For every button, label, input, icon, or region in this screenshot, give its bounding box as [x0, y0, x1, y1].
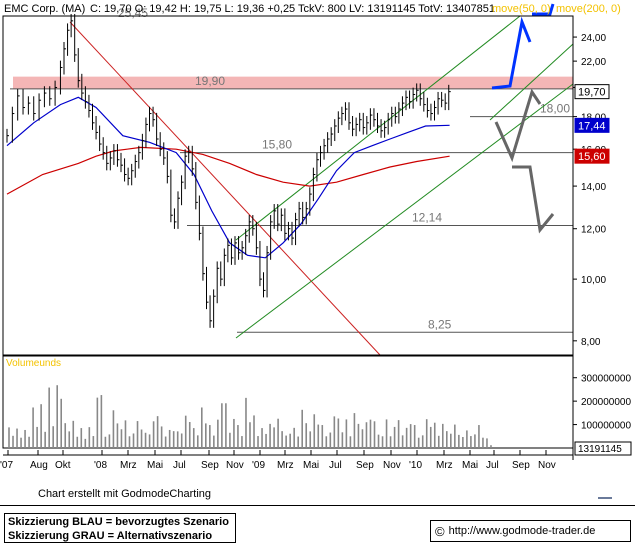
x-tick-label: Sep	[356, 460, 374, 471]
ma200-label: move(200, 0)	[556, 3, 621, 15]
ma50-label: move(50, 0)	[492, 3, 551, 15]
blue-scenario-arrow	[491, 16, 532, 90]
gray-scenario-arrow	[494, 88, 542, 163]
volume-tick-label: 200000000	[581, 397, 631, 408]
price-series	[6, 14, 451, 328]
level-label: 8,25	[428, 317, 452, 331]
price-tick-label: 22,00	[581, 57, 606, 68]
level-label: 15,80	[262, 138, 292, 152]
x-tick-label: Jul	[486, 460, 499, 471]
volume-panel-frame	[2, 355, 574, 449]
price-tick-label: 8,00	[581, 337, 601, 348]
url-box[interactable]: © http://www.godmode-trader.de	[430, 520, 631, 542]
level-label: 19,90	[195, 74, 225, 88]
x-tick-label: Nov	[383, 460, 401, 471]
resistance-band	[13, 76, 573, 89]
x-tick-label: Sep	[201, 460, 219, 471]
scenario-legend: Skizzierung BLAU = bevorzugtes Szenario …	[4, 513, 236, 543]
x-tick-label: Aug	[30, 460, 48, 471]
x-tick-label: '09	[252, 460, 265, 471]
gray-scenario-arrow-2	[512, 165, 555, 234]
last-value-close: 19,70	[578, 87, 606, 99]
last-value-box-close	[574, 84, 610, 100]
footer-credit: Chart erstellt mit GodmodeCharting	[38, 488, 212, 500]
last-value-ma50: 17,44	[578, 120, 606, 132]
volume-tick-label: 100000000	[581, 421, 631, 432]
footer-divider	[0, 505, 635, 506]
copyright-icon: ©	[435, 523, 445, 539]
level-label: 18,00	[540, 102, 570, 116]
price-tick-label: 10,00	[581, 275, 606, 286]
ma50-line	[6, 96, 450, 259]
blue-scenario-arrow-2	[532, 3, 555, 16]
volume-last-value: 13191145	[578, 444, 622, 455]
price-panel-frame	[2, 15, 574, 356]
volume-last-box	[574, 441, 632, 456]
chart-title: EMC Corp. (MA)	[4, 3, 85, 15]
channel-lower-line	[235, 83, 574, 339]
volume-label: Volumeunds	[6, 358, 61, 369]
x-tick-label: Mai	[147, 460, 163, 471]
volume-tick-label: 300000000	[581, 374, 631, 385]
scrollbar-mark	[598, 497, 612, 499]
x-tick-label: Nov	[226, 460, 244, 471]
scenario-arrows	[491, 3, 555, 234]
x-tick-label: Jul	[173, 460, 186, 471]
x-tick-label: Okt	[55, 460, 71, 471]
legend-blue: Skizzierung BLAU = bevorzugtes Szenario	[8, 516, 229, 528]
price-tick-label: 14,00	[581, 182, 606, 193]
price-tick-label: 12,00	[581, 225, 606, 236]
downtrend-line	[69, 21, 381, 356]
url-link[interactable]: http://www.godmode-trader.de	[448, 525, 596, 537]
x-tick-label: Mai	[303, 460, 319, 471]
level-label: 12,14	[412, 211, 442, 225]
x-tick-label: Jul	[329, 460, 342, 471]
trend-lines	[69, 15, 574, 356]
x-tick-label: Nov	[538, 460, 556, 471]
volume-panel	[8, 385, 492, 448]
x-tick-label: '08	[94, 460, 107, 471]
ma200-line	[6, 146, 450, 195]
x-tick-label: Mai	[462, 460, 478, 471]
last-value-box-ma200	[574, 148, 610, 164]
x-tick-label: Mrz	[436, 460, 453, 471]
last-value-ma200: 15,60	[578, 151, 606, 163]
x-tick-label: Sep	[512, 460, 530, 471]
channel-mid-line	[489, 43, 574, 121]
chart-stats: C: 19,70 O: 19,42 H: 19,75 L: 19,36 +0,2…	[90, 3, 495, 15]
x-tick-label: Mrz	[120, 460, 137, 471]
x-tick-label: '07	[0, 460, 13, 471]
x-tick-label: '10	[409, 460, 422, 471]
legend-gray: Skizzierung GRAU = Alternativszenario	[8, 530, 213, 542]
axes: 8,0010,0012,0014,0016,0018,0020,0022,002…	[0, 15, 632, 471]
last-value-box-ma50	[574, 117, 610, 133]
x-tick-label: Mrz	[277, 460, 294, 471]
price-tick-label: 24,00	[581, 33, 606, 44]
